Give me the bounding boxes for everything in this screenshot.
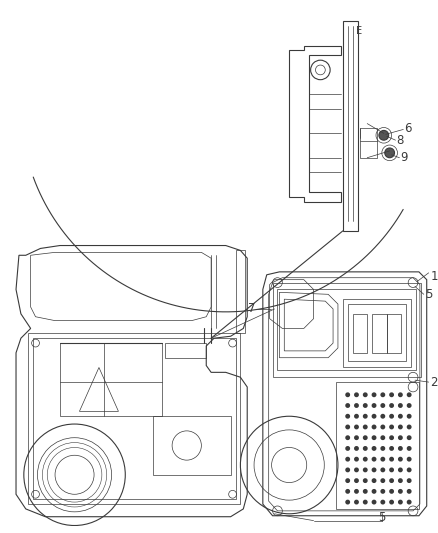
Circle shape [380, 424, 385, 430]
Text: 2: 2 [431, 376, 438, 389]
Circle shape [379, 131, 389, 140]
Circle shape [380, 489, 385, 494]
Circle shape [354, 457, 359, 462]
Circle shape [407, 403, 412, 408]
Circle shape [363, 499, 367, 505]
Circle shape [407, 392, 412, 397]
Circle shape [380, 403, 385, 408]
Circle shape [345, 489, 350, 494]
Circle shape [389, 478, 394, 483]
Circle shape [407, 424, 412, 430]
Circle shape [354, 446, 359, 451]
Text: 6: 6 [404, 122, 412, 135]
Circle shape [389, 403, 394, 408]
Circle shape [354, 403, 359, 408]
Circle shape [345, 499, 350, 505]
Circle shape [380, 392, 385, 397]
Circle shape [345, 435, 350, 440]
Circle shape [354, 392, 359, 397]
Circle shape [398, 478, 403, 483]
Circle shape [354, 478, 359, 483]
Circle shape [371, 403, 377, 408]
Text: 5: 5 [425, 288, 432, 301]
Circle shape [345, 457, 350, 462]
Circle shape [380, 467, 385, 472]
Circle shape [398, 446, 403, 451]
Circle shape [345, 414, 350, 419]
Circle shape [398, 457, 403, 462]
Circle shape [371, 414, 377, 419]
Circle shape [380, 478, 385, 483]
Circle shape [363, 446, 367, 451]
Circle shape [407, 446, 412, 451]
Circle shape [363, 414, 367, 419]
Circle shape [345, 446, 350, 451]
Text: 5: 5 [378, 511, 385, 523]
Circle shape [371, 424, 377, 430]
Circle shape [389, 467, 394, 472]
Circle shape [398, 392, 403, 397]
Circle shape [345, 467, 350, 472]
Circle shape [389, 446, 394, 451]
Circle shape [385, 148, 395, 158]
Circle shape [380, 435, 385, 440]
Circle shape [354, 424, 359, 430]
Circle shape [398, 499, 403, 505]
Circle shape [354, 414, 359, 419]
Circle shape [407, 435, 412, 440]
Text: 7: 7 [247, 302, 255, 316]
Circle shape [371, 446, 377, 451]
Circle shape [389, 489, 394, 494]
Circle shape [345, 478, 350, 483]
Circle shape [398, 467, 403, 472]
Text: 1: 1 [431, 270, 438, 283]
Circle shape [354, 467, 359, 472]
Circle shape [407, 499, 412, 505]
Circle shape [363, 457, 367, 462]
Circle shape [354, 435, 359, 440]
Circle shape [389, 499, 394, 505]
Circle shape [389, 424, 394, 430]
Circle shape [380, 457, 385, 462]
Circle shape [398, 414, 403, 419]
Circle shape [371, 478, 377, 483]
Circle shape [371, 392, 377, 397]
Circle shape [371, 467, 377, 472]
Circle shape [389, 435, 394, 440]
Circle shape [354, 499, 359, 505]
Circle shape [363, 424, 367, 430]
Circle shape [389, 414, 394, 419]
Circle shape [407, 478, 412, 483]
Circle shape [380, 414, 385, 419]
Circle shape [371, 499, 377, 505]
Circle shape [407, 414, 412, 419]
Circle shape [398, 489, 403, 494]
Circle shape [363, 403, 367, 408]
Circle shape [371, 457, 377, 462]
Circle shape [380, 446, 385, 451]
Circle shape [345, 424, 350, 430]
Text: 8: 8 [396, 134, 404, 147]
Circle shape [398, 424, 403, 430]
Circle shape [363, 435, 367, 440]
Circle shape [345, 392, 350, 397]
Circle shape [407, 467, 412, 472]
Circle shape [363, 467, 367, 472]
Circle shape [380, 499, 385, 505]
Circle shape [389, 392, 394, 397]
Circle shape [398, 403, 403, 408]
Circle shape [371, 435, 377, 440]
Circle shape [389, 457, 394, 462]
Circle shape [398, 435, 403, 440]
Text: 9: 9 [400, 151, 408, 164]
Circle shape [354, 489, 359, 494]
Circle shape [345, 403, 350, 408]
Circle shape [407, 489, 412, 494]
Text: E: E [357, 26, 363, 36]
Circle shape [363, 392, 367, 397]
Circle shape [363, 489, 367, 494]
Circle shape [407, 457, 412, 462]
Circle shape [363, 478, 367, 483]
Circle shape [371, 489, 377, 494]
